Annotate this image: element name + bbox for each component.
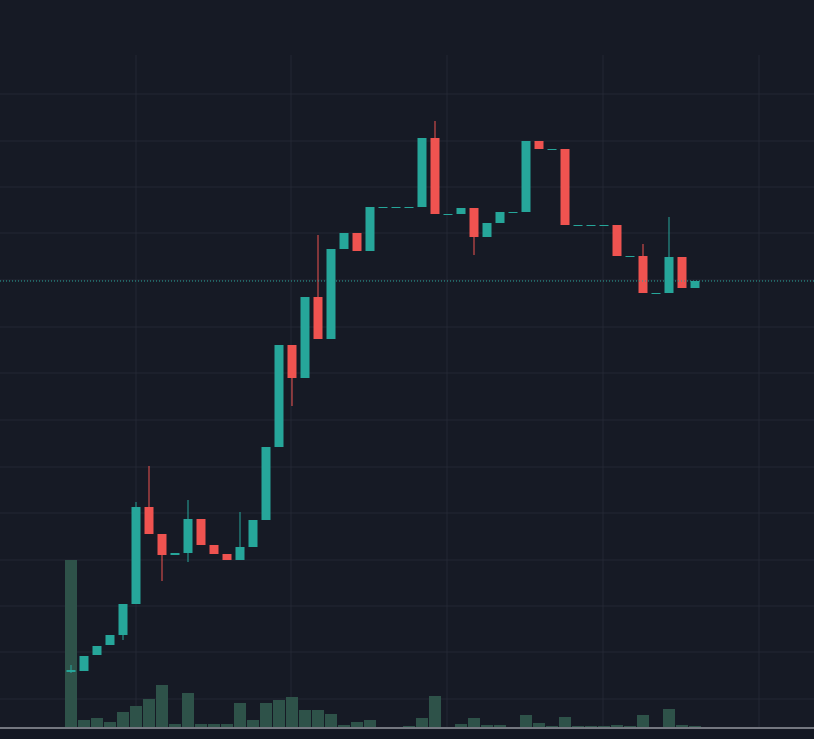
candle-body [651,293,661,294]
volume-bar [338,725,350,727]
volume-bar [208,724,220,727]
volume-bar [585,726,597,727]
candle-body [495,212,505,223]
candle-body [209,545,219,554]
volume-bar [247,720,259,727]
candle-body [326,249,336,339]
volume-bar [481,725,493,727]
candle-body [170,553,180,555]
volume-bar [637,715,649,727]
candle-body [131,507,141,604]
candle-body [274,345,284,447]
volume-bar [663,709,675,727]
volume-bar [117,712,129,727]
volume-bar [221,724,233,727]
candle-body [521,141,531,212]
volume-bar [312,710,324,727]
candle-body [573,225,583,226]
volume-bar [169,724,181,727]
candle-body [105,635,115,645]
candle-body [625,256,635,257]
candle-body [547,149,557,150]
candle-body [508,212,518,213]
volume-bar [416,718,428,727]
candle-body [196,519,206,545]
candle-body [612,225,622,256]
volume-bar [91,718,103,727]
candle-body [313,297,323,339]
volume-bar [559,717,571,727]
volume-bar [351,722,363,727]
volume-bar [520,715,532,727]
candle-body [430,138,440,214]
volume-bar [494,725,506,727]
candle-body [664,257,674,293]
volume-bar [611,725,623,727]
volume-bar [286,697,298,727]
candle-body [235,547,245,560]
vertical-grid [135,55,760,727]
candle-body [300,297,310,378]
volume-bar [325,714,337,727]
volume-bar [273,700,285,727]
volume-bar [676,725,688,727]
volume-bar [299,710,311,727]
candle-body [365,207,375,251]
volume-bar [143,699,155,727]
candle-body [118,604,128,635]
volume-bar [598,726,610,727]
volume-bar [546,726,558,727]
candle-body [378,207,388,208]
volume-bar [403,726,415,727]
volume-bar [455,724,467,727]
candle-body [404,207,414,208]
volume-bar [104,722,116,727]
volume-bar [689,726,701,727]
candle-body [638,256,648,293]
candle-body [534,141,544,149]
volume-bar [260,703,272,727]
volume-bar [533,723,545,727]
candle-body [677,257,687,288]
candle-body [482,223,492,237]
candle-body [66,670,76,672]
candle-body [456,208,466,214]
volume-bar [182,693,194,727]
candle-body [79,656,89,671]
candle-body [690,281,700,288]
volume-bar [195,724,207,727]
volume-bar [78,720,90,727]
candle-body [586,225,596,226]
volume-bar [234,703,246,727]
candle-body [469,208,479,237]
candle-body [157,534,167,555]
candle-body [92,646,102,655]
candle-body [144,507,154,534]
volume-bar [624,726,636,727]
candle-body [443,214,453,215]
volume-bar [65,560,77,727]
candle-body [339,233,349,249]
volume-bar [429,696,441,727]
time-axis-strip [0,729,814,739]
candle-body [261,447,271,520]
candle-body [599,225,609,226]
candle-body [248,520,258,547]
volume-bar [572,726,584,727]
candle-body [391,207,401,208]
volume-bar [364,720,376,727]
candle-body [287,345,297,378]
candle-body [222,554,232,560]
volume-bar [468,718,480,727]
candle-body [417,138,427,207]
volume-bar [130,706,142,727]
candle-body [352,233,362,251]
volume-bar [156,685,168,727]
candle-body [560,149,570,225]
candle-body [183,519,193,553]
